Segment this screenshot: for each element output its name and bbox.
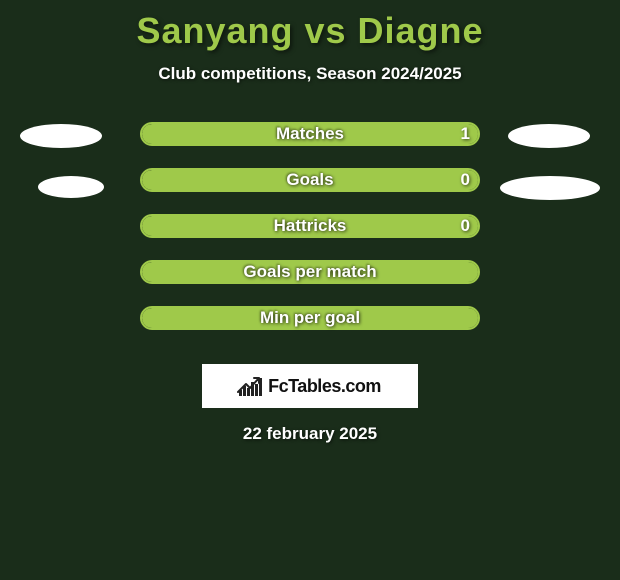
decorative-ellipse xyxy=(500,176,600,200)
bar-chart-icon xyxy=(239,376,262,396)
subtitle: Club competitions, Season 2024/2025 xyxy=(0,64,620,84)
bar-track xyxy=(140,306,480,330)
bar-fill xyxy=(142,308,478,328)
stat-row-hattricks: Hattricks 0 xyxy=(0,214,620,260)
stats-area: Matches 1 Goals 0 Hattricks 0 Goals per … xyxy=(0,122,620,352)
source-logo: FcTables.com xyxy=(202,364,418,408)
decorative-ellipse xyxy=(508,124,590,148)
logo-text: FcTables.com xyxy=(268,376,381,397)
bar-fill xyxy=(142,170,478,190)
bar-fill xyxy=(142,124,478,144)
stat-row-min-per-goal: Min per goal xyxy=(0,306,620,352)
arrow-icon xyxy=(237,376,261,394)
bar-fill xyxy=(142,216,478,236)
stat-row-goals-per-match: Goals per match xyxy=(0,260,620,306)
bar-track xyxy=(140,214,480,238)
bar-track xyxy=(140,122,480,146)
decorative-ellipse xyxy=(20,124,102,148)
page-title: Sanyang vs Diagne xyxy=(0,0,620,52)
bar-track xyxy=(140,260,480,284)
decorative-ellipse xyxy=(38,176,104,198)
date-text: 22 february 2025 xyxy=(0,424,620,444)
bar-track xyxy=(140,168,480,192)
bar-fill xyxy=(142,262,478,282)
